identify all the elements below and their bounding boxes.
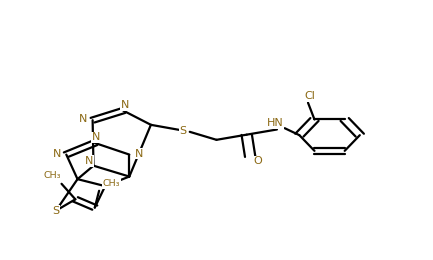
Text: S: S	[179, 126, 186, 135]
Text: Cl: Cl	[305, 91, 316, 101]
Text: N: N	[120, 100, 129, 110]
Text: CH₃: CH₃	[43, 171, 61, 180]
Text: CH₃: CH₃	[103, 179, 120, 188]
Text: S: S	[52, 206, 59, 216]
Text: N: N	[79, 114, 87, 124]
Text: N: N	[85, 156, 94, 166]
Text: N: N	[135, 149, 143, 159]
Text: HN: HN	[266, 118, 283, 128]
Text: N: N	[91, 132, 100, 142]
Text: O: O	[254, 156, 262, 166]
Text: N: N	[53, 149, 61, 159]
